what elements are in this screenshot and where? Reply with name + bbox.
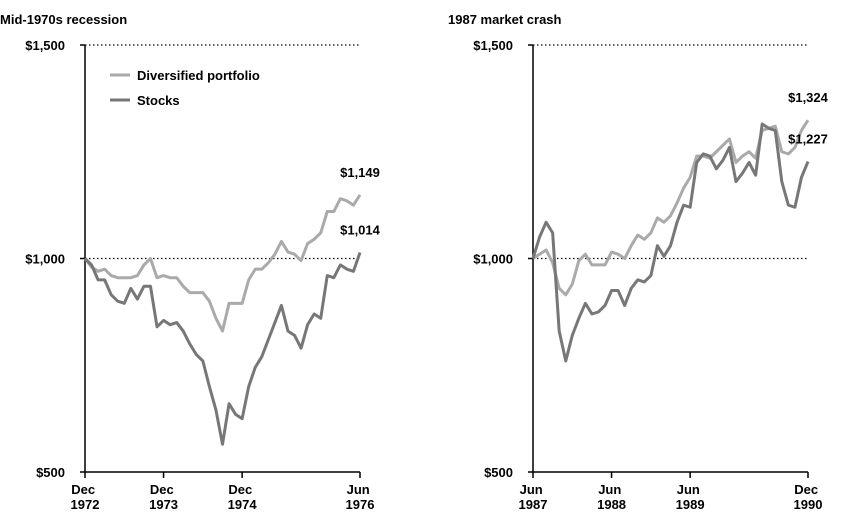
y-tick-label: $1,500 bbox=[25, 38, 65, 53]
y-tick-label: $500 bbox=[484, 465, 513, 480]
y-tick-label: $1,500 bbox=[473, 38, 513, 53]
end-label: $1,324 bbox=[788, 90, 829, 105]
x-tick-label: Jun 1976 bbox=[346, 482, 375, 512]
chart-title: 1987 market crash bbox=[448, 12, 562, 27]
x-tick-label: Dec 1990 bbox=[794, 482, 823, 512]
x-tick-label: Jun 1988 bbox=[597, 482, 626, 512]
x-tick-label: Dec 1974 bbox=[228, 482, 258, 512]
end-label: $1,014 bbox=[340, 223, 381, 238]
series-line bbox=[83, 194, 362, 333]
y-tick-label: $500 bbox=[36, 465, 65, 480]
series-line bbox=[83, 252, 362, 446]
x-tick-label: Jun 1989 bbox=[676, 482, 705, 512]
end-label: $1,149 bbox=[340, 165, 380, 180]
legend-label: Stocks bbox=[137, 93, 180, 108]
series-line bbox=[531, 122, 810, 363]
x-tick-label: Dec 1973 bbox=[149, 482, 178, 512]
x-tick-label: Jun 1987 bbox=[519, 482, 548, 512]
series-line bbox=[532, 119, 810, 297]
x-tick-label: Dec 1972 bbox=[71, 482, 100, 512]
y-tick-label: $1,000 bbox=[25, 252, 65, 267]
y-tick-label: $1,000 bbox=[473, 252, 513, 267]
end-label: $1,227 bbox=[788, 132, 828, 147]
legend-label: Diversified portfolio bbox=[137, 68, 260, 83]
chart-title: Mid-1970s recession bbox=[0, 12, 127, 27]
